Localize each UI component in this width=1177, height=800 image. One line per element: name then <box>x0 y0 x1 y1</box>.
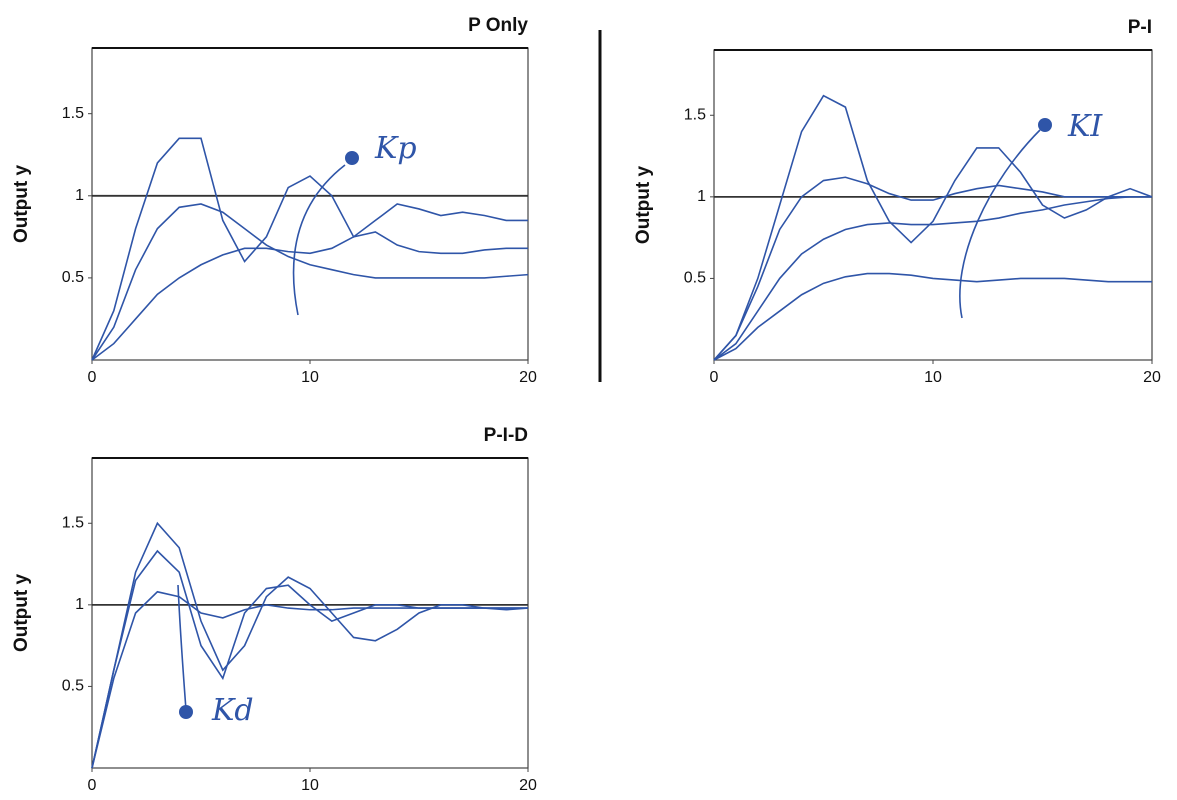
y-axis-label: Output y <box>11 165 32 244</box>
arrow-head <box>345 151 359 165</box>
y-axis-label: Output y <box>11 574 32 653</box>
series-line <box>91 137 528 361</box>
y-tick-label: 1 <box>697 188 706 205</box>
annotation: KI <box>1067 109 1103 144</box>
x-tick-label: 0 <box>88 369 97 386</box>
series-line <box>713 272 1152 361</box>
x-tick-label: 10 <box>924 369 942 386</box>
chart-title: P Only <box>468 15 528 36</box>
x-tick-label: 10 <box>301 777 319 794</box>
x-tick-label: 0 <box>88 777 97 794</box>
y-axis-label: Output y <box>633 166 654 245</box>
y-tick-label: 1.5 <box>684 106 706 123</box>
chart-title: P-I <box>1128 17 1152 38</box>
arrow-head <box>1038 118 1052 132</box>
annotation-arrow <box>177 584 187 711</box>
y-tick-label: 1 <box>75 596 84 613</box>
x-tick-label: 20 <box>1143 369 1161 386</box>
series-line <box>91 521 529 769</box>
annotation: Kd <box>211 693 254 728</box>
series-line <box>713 196 1152 361</box>
y-tick-label: 1.5 <box>62 514 84 531</box>
series-line <box>91 203 529 361</box>
annotation-arrow <box>959 129 1041 319</box>
y-tick-label: 0.5 <box>62 269 84 286</box>
arrow-head <box>179 705 193 719</box>
annotation: Kp <box>374 131 417 166</box>
series-line <box>91 231 528 361</box>
series-line <box>91 549 528 769</box>
x-tick-label: 20 <box>519 369 537 386</box>
x-tick-label: 10 <box>301 369 319 386</box>
series-line <box>713 176 1152 361</box>
x-tick-label: 0 <box>710 369 719 386</box>
x-tick-label: 20 <box>519 777 537 794</box>
series-line <box>713 94 1153 361</box>
y-tick-label: 1.5 <box>62 105 84 122</box>
series-line <box>91 590 528 769</box>
chart-title: P-I-D <box>484 425 528 446</box>
annotation-arrow <box>292 164 346 316</box>
y-tick-label: 0.5 <box>684 270 706 287</box>
y-tick-label: 1 <box>75 187 84 204</box>
plot-frame <box>91 457 529 769</box>
y-tick-label: 0.5 <box>62 678 84 695</box>
